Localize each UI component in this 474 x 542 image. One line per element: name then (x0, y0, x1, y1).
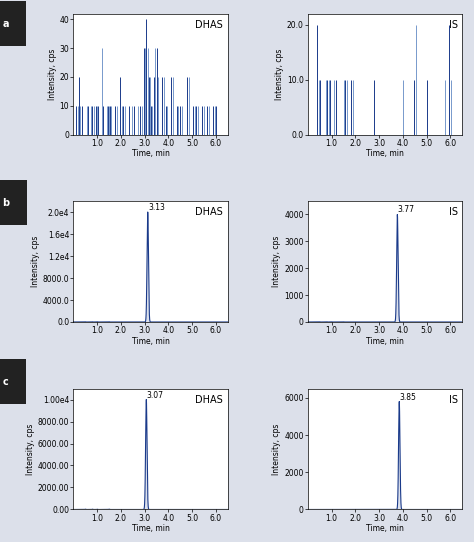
Text: DHAS: DHAS (195, 207, 223, 217)
Text: DHAS: DHAS (195, 395, 223, 404)
Y-axis label: Intensity, cps: Intensity, cps (48, 48, 57, 100)
Text: 3.07: 3.07 (147, 391, 164, 399)
X-axis label: Time, min: Time, min (132, 524, 170, 533)
Y-axis label: Intensity, cps: Intensity, cps (273, 236, 282, 287)
Text: IS: IS (448, 20, 457, 30)
X-axis label: Time, min: Time, min (366, 524, 404, 533)
X-axis label: Time, min: Time, min (132, 149, 170, 158)
Y-axis label: Intensity, cps: Intensity, cps (273, 423, 282, 475)
Text: IS: IS (448, 395, 457, 404)
Text: a: a (2, 19, 9, 29)
Y-axis label: Intensity, cps: Intensity, cps (275, 48, 284, 100)
Text: 3.77: 3.77 (398, 205, 415, 215)
Text: 3.85: 3.85 (400, 392, 417, 402)
Text: c: c (2, 377, 8, 386)
X-axis label: Time, min: Time, min (366, 337, 404, 346)
X-axis label: Time, min: Time, min (366, 149, 404, 158)
X-axis label: Time, min: Time, min (132, 337, 170, 346)
Y-axis label: Intensity, cps: Intensity, cps (26, 423, 35, 475)
Text: 3.13: 3.13 (148, 203, 165, 212)
Text: DHAS: DHAS (195, 20, 223, 30)
Text: IS: IS (448, 207, 457, 217)
Y-axis label: Intensity, cps: Intensity, cps (31, 236, 40, 287)
Text: b: b (2, 198, 9, 208)
